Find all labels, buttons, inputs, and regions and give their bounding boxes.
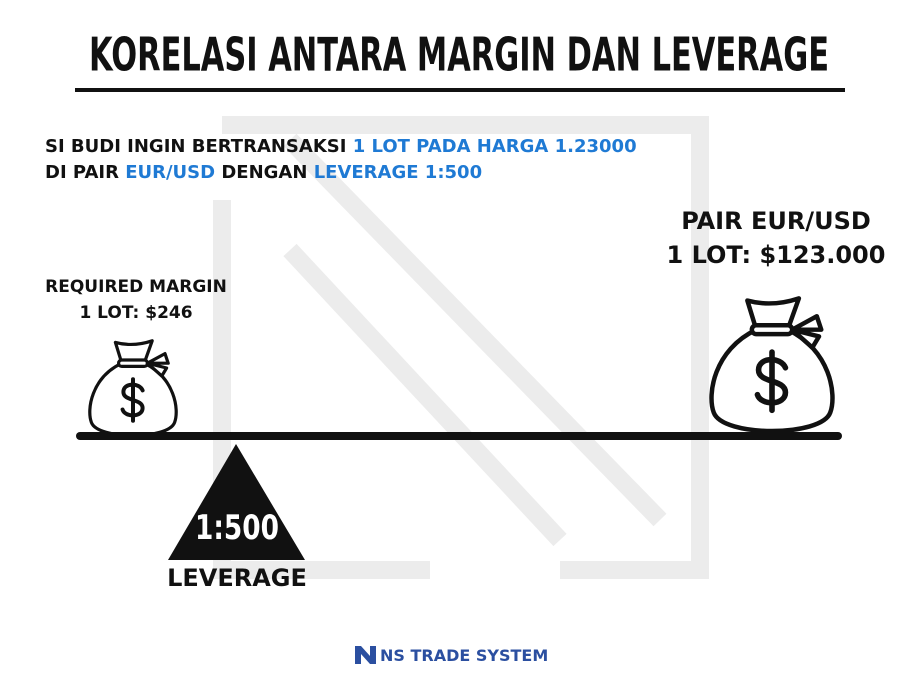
intro-text: DI PAIR bbox=[45, 162, 125, 183]
intro-highlight: 1 LOT PADA HARGA 1.23000 bbox=[353, 136, 637, 157]
fulcrum-ratio: 1:500 bbox=[195, 508, 279, 548]
left-amount: 1 LOT: $246 bbox=[79, 303, 192, 323]
intro-text: DENGAN bbox=[215, 162, 314, 183]
intro-highlight: LEVERAGE 1:500 bbox=[314, 162, 482, 183]
footer-logo: NS TRADE SYSTEM bbox=[355, 646, 548, 665]
fulcrum bbox=[168, 444, 305, 560]
money-bag-large bbox=[712, 298, 833, 431]
title: KORELASI ANTARA MARGIN DAN LEVERAGE bbox=[89, 28, 829, 82]
right-label: PAIR EUR/USD bbox=[681, 207, 871, 235]
intro-line: DI PAIR EUR/USD DENGAN LEVERAGE 1:500 bbox=[45, 162, 482, 183]
intro-line: SI BUDI INGIN BERTRANSAKSI 1 LOT PADA HA… bbox=[45, 136, 637, 157]
intro-text: SI BUDI INGIN BERTRANSAKSI bbox=[45, 136, 353, 157]
watermark bbox=[213, 116, 709, 579]
footer-brand: NS TRADE SYSTEM bbox=[380, 646, 548, 665]
intro-highlight: EUR/USD bbox=[125, 162, 215, 183]
left-label: REQUIRED MARGIN bbox=[45, 277, 227, 297]
fulcrum-label: LEVERAGE bbox=[167, 564, 307, 592]
right-amount: 1 LOT: $123.000 bbox=[667, 241, 886, 269]
money-bag-small bbox=[90, 341, 176, 436]
